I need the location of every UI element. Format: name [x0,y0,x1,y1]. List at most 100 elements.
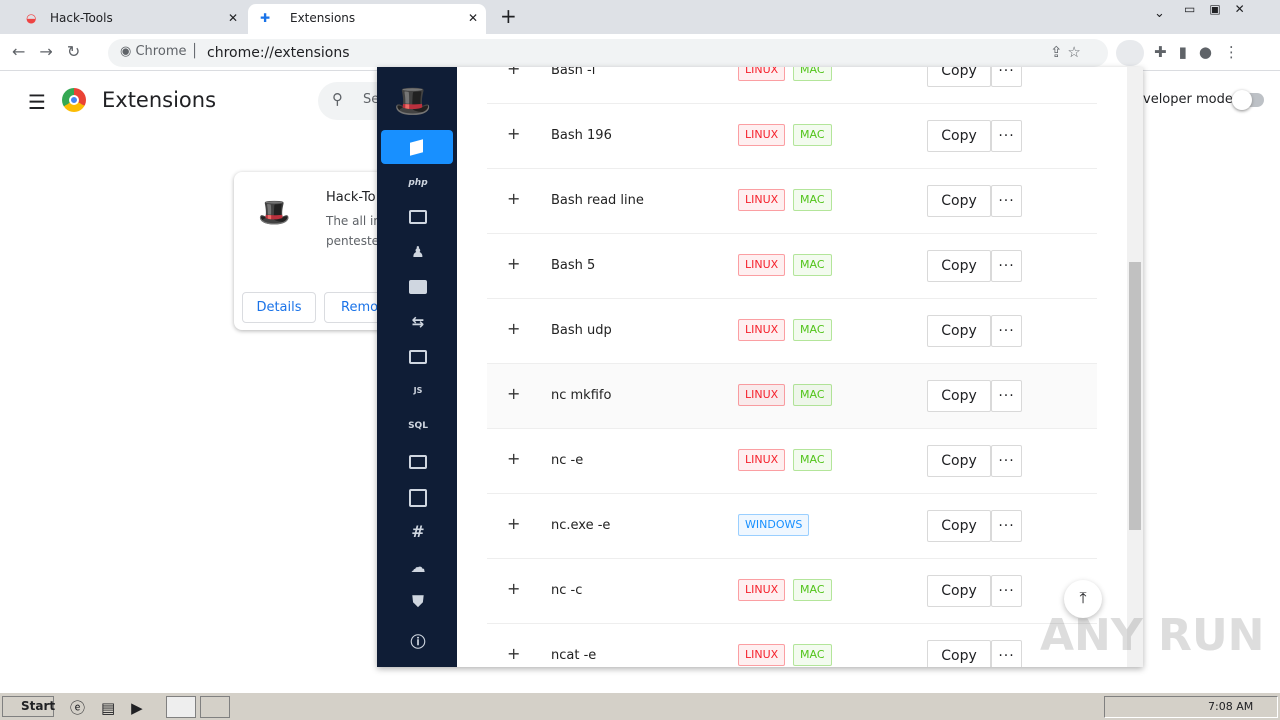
more-button[interactable]: ··· [991,120,1022,152]
tab-active[interactable]: Extensions ✚ ✕ [248,4,486,34]
payload-name: nc mkfifo [551,388,612,403]
expand-icon[interactable]: + [507,644,521,663]
expand-icon[interactable]: + [507,579,521,598]
copy-button[interactable]: Copy [927,67,991,87]
nav-icon[interactable] [409,280,427,294]
expand-icon[interactable]: + [507,189,521,208]
nav-icon[interactable]: ♟ [411,243,425,261]
payload-row: + Bash 5 LINUX MAC Copy ··· [487,234,1097,299]
tab-search[interactable]: ⌄ [1154,6,1165,21]
nav-icon[interactable]: ⇆ [411,313,425,331]
nav-php[interactable]: php [408,178,428,188]
copy-button[interactable]: Copy [927,640,991,667]
expand-icon[interactable]: + [507,384,521,403]
os-tag: LINUX [738,579,786,601]
nav-item-active[interactable] [381,130,453,164]
hacktools-ext-button[interactable] [1116,40,1144,66]
payload-name: ncat -e [551,648,597,663]
omnibox-icons[interactable]: ⇪ ☆ [1050,43,1081,61]
back-to-top[interactable]: ⤒ [1064,580,1102,618]
expand-icon[interactable]: + [507,67,521,78]
payload-row: + Bash udp LINUX MAC Copy ··· [487,299,1097,364]
more-button[interactable]: ··· [991,380,1022,412]
details-button[interactable]: Details [242,292,316,323]
nav-buttons[interactable]: ←→↻ [12,42,95,61]
tab-strip [0,0,1280,34]
developer-mode-label: veloper mode [1143,92,1233,107]
new-tab[interactable]: + [500,4,517,28]
site-name: Chrome [135,44,187,59]
start-button[interactable]: Start [2,696,55,717]
copy-button[interactable]: Copy [927,510,991,542]
nav-icon[interactable] [409,489,427,507]
copy-button[interactable]: Copy [927,445,991,477]
quick-launch[interactable]: ⓔ▤▶ [70,699,159,717]
nav-icon[interactable] [409,455,427,469]
os-tag: MAC [793,644,832,666]
copy-button[interactable]: Copy [927,575,991,607]
tab-title: Hack-Tools [50,11,113,25]
os-tag: MAC [793,579,832,601]
nav-icon[interactable]: ⛊ [412,592,424,610]
tab-title: Extensions [290,11,356,25]
nav-icon[interactable] [409,350,427,364]
expand-icon[interactable]: + [507,514,521,533]
payload-name: Bash udp [551,323,612,338]
expand-icon[interactable]: + [507,254,521,273]
task-edge[interactable] [200,696,230,718]
toolbar-icons[interactable]: ✚▮●⋮ [1154,43,1251,61]
copy-button[interactable]: Copy [927,250,991,282]
os-tag: MAC [793,189,832,211]
system-tray [1104,696,1278,718]
copy-button[interactable]: Copy [927,380,991,412]
nav-icon[interactable]: ☁ [410,558,426,576]
nav-icon[interactable] [409,210,427,224]
nav-icon[interactable]: ⓘ [410,633,426,651]
payload-row: + nc mkfifo LINUX MAC Copy ··· [487,364,1097,429]
more-button[interactable]: ··· [991,640,1022,667]
page-title: Extensions [102,88,217,112]
payload-name: Bash 5 [551,258,596,273]
payload-name: Bash read line [551,193,644,208]
copy-button[interactable]: Copy [927,185,991,217]
nav-js[interactable]: JS [413,386,423,395]
payload-name: Bash -i [551,67,596,78]
developer-mode-toggle[interactable] [1232,90,1264,110]
more-button[interactable]: ··· [991,185,1022,217]
os-tag: MAC [793,124,832,146]
sidebar [377,67,457,667]
tab[interactable]: Hack-Tools ◒ ✕ [26,11,238,25]
payload-row: + Bash -i LINUX MAC Copy ··· [487,67,1097,104]
extension-desc: penteste [326,234,380,248]
expand-icon[interactable]: + [507,124,521,143]
more-button[interactable]: ··· [991,67,1022,87]
logo: 🎩 [394,84,432,119]
payload-name: nc.exe -e [551,518,611,533]
nav-sql[interactable]: SQL [408,421,428,431]
task-chrome[interactable] [166,696,196,718]
more-button[interactable]: ··· [991,510,1022,542]
os-tag: LINUX [738,189,786,211]
os-tag: LINUX [738,124,786,146]
copy-button[interactable]: Copy [927,120,991,152]
payload-row: + Bash 196 LINUX MAC Copy ··· [487,104,1097,169]
os-tag: LINUX [738,254,786,276]
more-button[interactable]: ··· [991,575,1022,607]
omnibox[interactable] [108,39,1108,67]
nav-icon[interactable]: # [411,522,425,541]
expand-icon[interactable]: + [507,449,521,468]
extension-card [234,172,394,330]
copy-button[interactable]: Copy [927,315,991,347]
clock: 7:08 AM [1208,700,1254,713]
more-button[interactable]: ··· [991,445,1022,477]
more-button[interactable]: ··· [991,250,1022,282]
window-controls[interactable]: ▭▣✕ [1184,2,1259,16]
scrollbar[interactable] [1127,67,1143,667]
menu[interactable]: ☰ [28,90,46,114]
payload-row: + nc -e LINUX MAC Copy ··· [487,429,1097,494]
expand-icon[interactable]: + [507,319,521,338]
more-button[interactable]: ··· [991,315,1022,347]
payload-row: + ncat -e LINUX MAC Copy ··· [487,624,1097,667]
os-tag: LINUX [738,67,786,81]
extension-icon: 🎩 [258,198,291,228]
